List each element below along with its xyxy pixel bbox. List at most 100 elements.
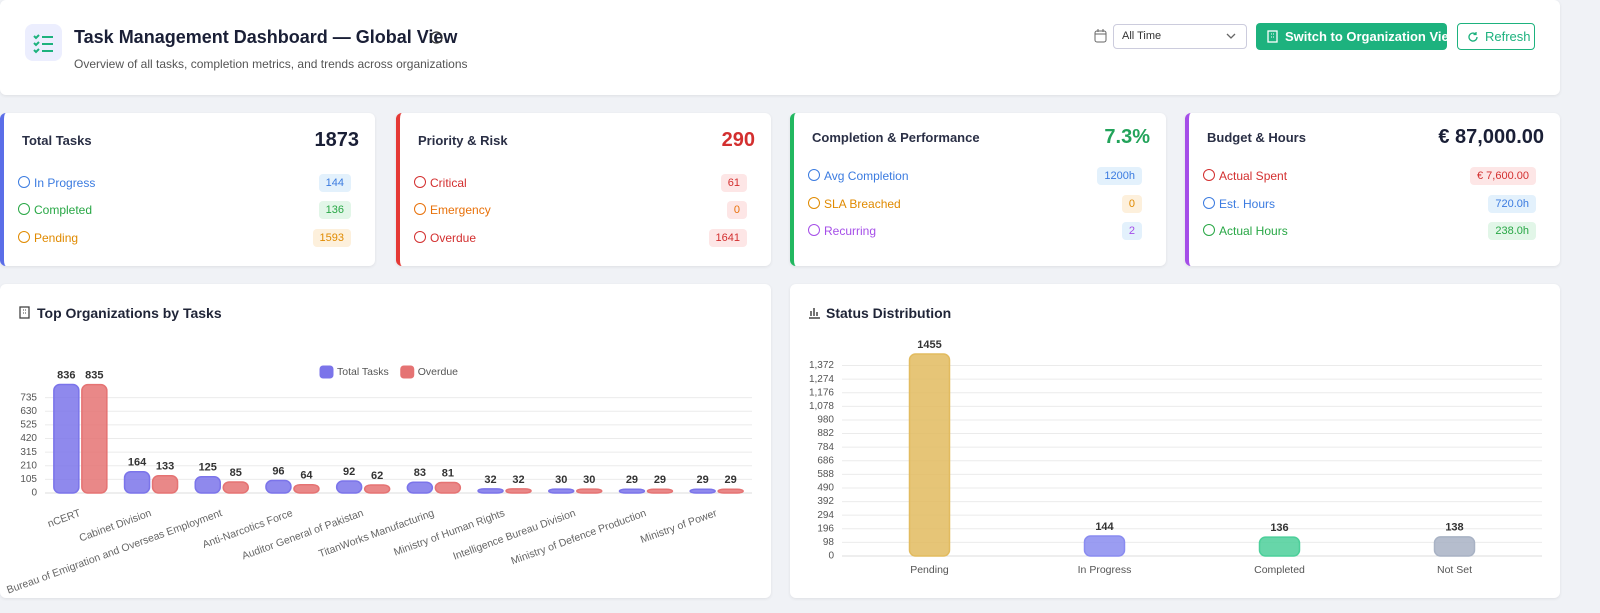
metric-icon — [18, 231, 30, 243]
chart-icon — [809, 308, 820, 319]
metric-badge: € 7,600.00 — [1470, 167, 1536, 185]
y-tick-label: 588 — [817, 469, 834, 480]
value-label: 96 — [272, 465, 284, 477]
metric-label: Est. Hours — [1219, 197, 1276, 211]
metric-label: In Progress — [34, 176, 96, 190]
metric-icon — [414, 203, 426, 215]
bar — [335, 480, 363, 494]
card-value: 290 — [721, 129, 755, 151]
y-tick-label: 525 — [20, 420, 37, 431]
bar — [1083, 535, 1126, 557]
chart: 0 98 196 294 392 490 588 686 784 882 980 1,078 1,176… — [809, 339, 1542, 576]
metric-icon — [808, 224, 820, 236]
y-tick-label: 490 — [817, 483, 834, 494]
card-value: 7.3% — [1104, 126, 1150, 148]
calendar-icon — [1094, 29, 1107, 43]
metric-badge: 0 — [1121, 195, 1142, 213]
org-view-label: Switch to Organization View — [1285, 29, 1459, 44]
legend-swatch — [319, 365, 334, 379]
value-label: 92 — [343, 466, 355, 478]
value-label: 29 — [697, 474, 709, 486]
legend-label: Overdue — [418, 366, 458, 378]
value-label: 144 — [1095, 521, 1114, 533]
metric-badge: 720.0h — [1488, 195, 1536, 213]
x-tick-label: Completed — [1254, 564, 1305, 576]
x-tick-label: Not Set — [1437, 564, 1472, 576]
value-label: 835 — [85, 370, 103, 382]
x-tick-label: In Progress — [1078, 564, 1132, 576]
y-tick-label: 196 — [817, 523, 834, 534]
metric-icon — [808, 169, 820, 181]
metric-badge: 61 — [720, 174, 747, 192]
bar — [123, 470, 151, 494]
org-view-button[interactable]: Switch to Organization View — [1256, 23, 1459, 50]
y-tick-label: 686 — [817, 455, 834, 466]
value-label: 32 — [484, 474, 496, 486]
metric-label: Overdue — [430, 231, 477, 245]
status-chart-panel: Status Distribution 0 98 196 294 392 490 588 68… — [790, 284, 1560, 598]
bar — [505, 488, 532, 494]
refresh-button[interactable]: Refresh — [1457, 23, 1535, 50]
value-label: 29 — [654, 474, 666, 486]
metric-badge: 0 — [726, 201, 747, 219]
metric-badge: 238.0h — [1488, 222, 1536, 240]
value-label: 29 — [725, 474, 737, 486]
bar — [717, 488, 744, 494]
x-tick-label: TitanWorks Manufacturing — [317, 507, 436, 560]
metric-icon — [1203, 224, 1215, 236]
metric-label: Avg Completion — [824, 169, 909, 183]
value-label: 30 — [555, 474, 567, 486]
date-filter-value: All Time — [1122, 30, 1162, 42]
metric-icon — [808, 197, 820, 209]
bar — [406, 481, 434, 494]
y-tick-label: 784 — [817, 442, 834, 453]
y-tick-label: 105 — [20, 474, 37, 485]
metric-icon — [18, 203, 30, 215]
bar — [434, 481, 462, 494]
value-label: 81 — [442, 467, 454, 479]
x-tick-label: Ministry of Defence Production — [509, 507, 648, 567]
bar — [363, 484, 391, 494]
y-tick-label: 294 — [817, 510, 834, 521]
metric-label: Pending — [34, 231, 79, 245]
card-title: Completion & Performance — [812, 130, 980, 145]
value-label: 164 — [128, 457, 147, 469]
page-subtitle: Overview of all tasks, completion metric… — [74, 57, 468, 71]
bar — [222, 481, 249, 494]
chart-title: Top Organizations by Tasks — [37, 305, 222, 321]
header-icon — [25, 24, 62, 61]
building-icon — [1267, 30, 1278, 43]
x-tick-label: Pending — [910, 564, 949, 576]
list-icon — [33, 34, 53, 54]
metric-label: Actual Hours — [1219, 224, 1288, 238]
bar — [53, 383, 80, 494]
metric-badge: 1593 — [312, 229, 351, 247]
y-tick-label: 98 — [823, 537, 835, 548]
value-label: 138 — [1445, 522, 1463, 534]
x-tick-label: nCERT — [46, 507, 83, 530]
y-tick-label: 1,372 — [809, 360, 834, 371]
value-label: 133 — [156, 461, 174, 473]
metric-label: SLA Breached — [824, 197, 901, 211]
metric-icon — [414, 176, 426, 188]
bar — [194, 476, 221, 494]
y-tick-label: 1,274 — [809, 374, 834, 385]
legend-label: Total Tasks — [337, 366, 389, 378]
y-tick-label: 630 — [20, 406, 37, 417]
y-tick-label: 210 — [20, 460, 37, 471]
y-tick-label: 420 — [20, 433, 37, 444]
metric-label: Recurring — [824, 224, 877, 238]
metric-badge: 2 — [1121, 222, 1142, 240]
org-chart-panel: Top Organizations by Tasks 0 105 210 315 420… — [0, 284, 771, 598]
stat-card: Budget & Hours € 87,000.00 Actual Spent € 7… — [1185, 113, 1560, 266]
stat-card: Completion & Performance 7.3% Avg Completi… — [790, 113, 1166, 266]
metric-badge: 136 — [318, 201, 351, 219]
y-tick-label: 1,176 — [809, 387, 834, 398]
page-title: Task Management Dashboard — Global View — [74, 27, 458, 47]
building-icon — [19, 306, 30, 319]
date-filter[interactable]: All Time — [1113, 24, 1247, 49]
bar — [646, 488, 674, 494]
card-title: Priority & Risk — [418, 133, 508, 148]
header: Task Management Dashboard — Global View … — [0, 0, 1560, 95]
